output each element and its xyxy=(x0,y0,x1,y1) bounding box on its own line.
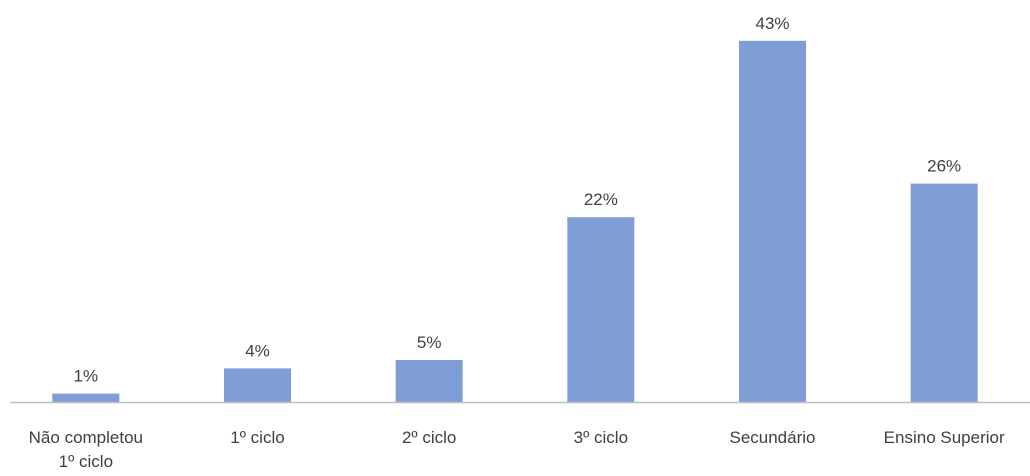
bar-4 xyxy=(739,40,806,403)
x-tick-label-5: Ensino Superior xyxy=(884,428,1005,447)
x-tick-label-1-line-0: 1º ciclo xyxy=(230,428,284,447)
bar-5 xyxy=(910,183,978,402)
bar-2 xyxy=(395,360,463,402)
value-label-3: 22% xyxy=(584,190,618,209)
bar-3 xyxy=(567,217,635,402)
x-tick-label-4: Secundário xyxy=(729,428,815,447)
x-tick-label-0: Não completou 1º ciclo xyxy=(29,428,143,471)
x-tick-label-5-line-0: Ensino Superior xyxy=(884,428,1005,447)
value-label-5: 26% xyxy=(927,157,961,176)
x-tick-label-1: 1º ciclo xyxy=(230,428,284,447)
value-label-0: 1% xyxy=(74,367,99,386)
x-tick-label-3: 3º ciclo xyxy=(574,428,628,447)
value-label-2: 5% xyxy=(417,333,442,352)
x-tick-label-2-line-0: 2º ciclo xyxy=(402,428,456,447)
x-tick-label-4-line-0: Secundário xyxy=(729,428,815,447)
x-tick-labels-group: Não completou 1º ciclo 1º ciclo 2º ciclo 3º … xyxy=(29,428,1005,471)
value-labels-group: 1% 4% 5% 22% 43% 26% xyxy=(74,14,962,386)
bars-group xyxy=(52,40,978,403)
x-tick-label-2: 2º ciclo xyxy=(402,428,456,447)
value-label-4: 43% xyxy=(755,14,789,33)
x-tick-label-0-line-0: Não completou xyxy=(29,428,143,447)
bar-1 xyxy=(224,368,291,402)
x-tick-label-0-line-1: 1º ciclo xyxy=(59,452,113,471)
bar-0 xyxy=(52,393,120,402)
x-tick-label-3-line-0: 3º ciclo xyxy=(574,428,628,447)
value-label-1: 4% xyxy=(245,341,270,360)
